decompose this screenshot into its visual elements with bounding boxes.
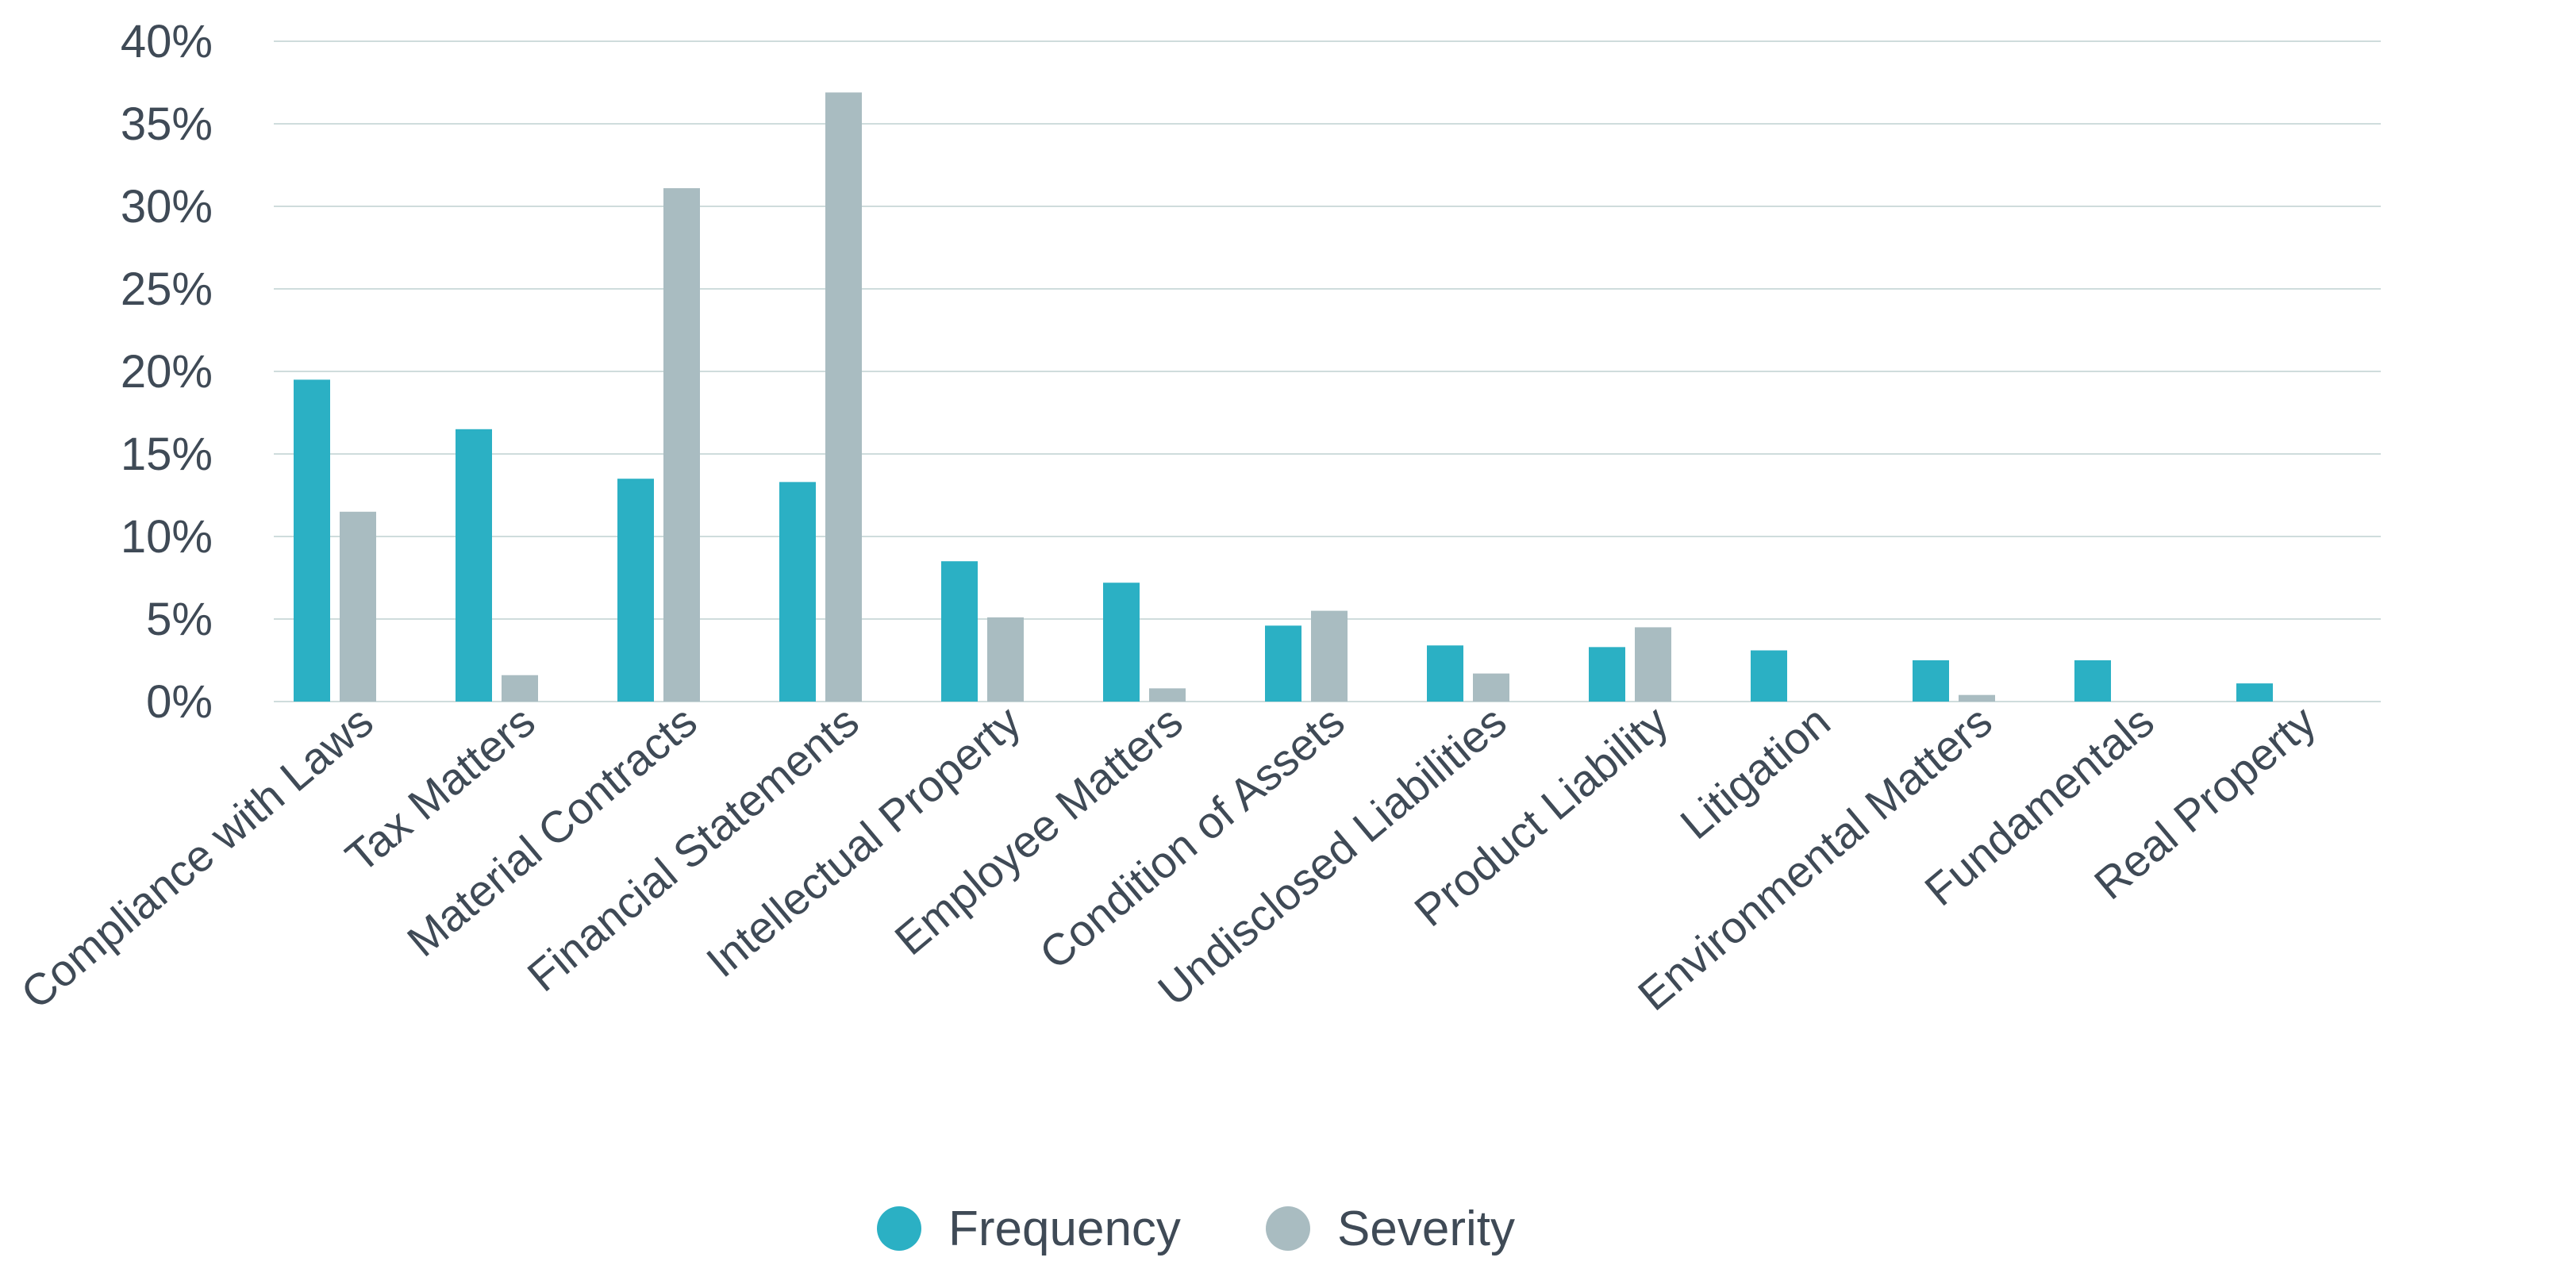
y-tick-label: 0% <box>146 676 213 728</box>
legend-marker-frequency <box>877 1206 921 1251</box>
y-tick-label: 35% <box>121 98 213 150</box>
x-tick-label: Compliance with Laws <box>11 696 382 1018</box>
bar-frequency <box>2074 660 2111 702</box>
bar-frequency <box>617 479 654 702</box>
bar-severity <box>987 617 1024 702</box>
bar-severity <box>1149 688 1186 702</box>
y-tick-label: 25% <box>121 263 213 315</box>
gridlines <box>274 40 2381 702</box>
bar-frequency <box>941 561 978 702</box>
bar-severity <box>825 92 862 702</box>
y-tick-label: 30% <box>121 181 213 233</box>
bar-frequency <box>1103 583 1140 702</box>
bar-severity <box>663 188 700 702</box>
x-tick-label: Material Contracts <box>398 696 706 966</box>
bar-severity <box>1635 627 1671 702</box>
bar-severity <box>1473 673 1509 702</box>
y-tick-label: 20% <box>121 346 213 398</box>
bar-frequency <box>456 429 492 702</box>
y-tick-label: 15% <box>121 429 213 480</box>
bar-frequency <box>1265 625 1301 702</box>
x-tick-label: Intellectual Property <box>697 696 1030 986</box>
bar-frequency <box>779 482 816 702</box>
y-tick-label: 5% <box>146 594 213 645</box>
legend-label-severity: Severity <box>1337 1202 1515 1256</box>
y-axis-ticks: 0% 5% 10% 15% 20% 25% 30% 35% 40% <box>121 16 213 728</box>
bar-frequency <box>1751 650 1787 702</box>
bar-frequency <box>1427 645 1463 702</box>
bar-frequency <box>2236 683 2273 702</box>
legend-label-frequency: Frequency <box>948 1202 1181 1256</box>
legend: Frequency Severity <box>877 1202 1515 1256</box>
bar-severity <box>502 675 538 702</box>
bar-severity <box>1311 610 1348 702</box>
bar-severity <box>1959 694 1995 702</box>
legend-marker-severity <box>1266 1206 1310 1251</box>
bar-frequency <box>1589 647 1625 702</box>
bar-severity <box>340 511 376 702</box>
x-tick-label: Condition of Assets <box>1030 696 1354 979</box>
bar-frequency <box>294 379 330 702</box>
y-tick-label: 10% <box>121 511 213 563</box>
bars <box>294 92 2273 702</box>
y-tick-label: 40% <box>121 16 213 67</box>
x-tick-label: Employee Matters <box>886 696 1192 964</box>
bar-frequency <box>1913 660 1949 702</box>
